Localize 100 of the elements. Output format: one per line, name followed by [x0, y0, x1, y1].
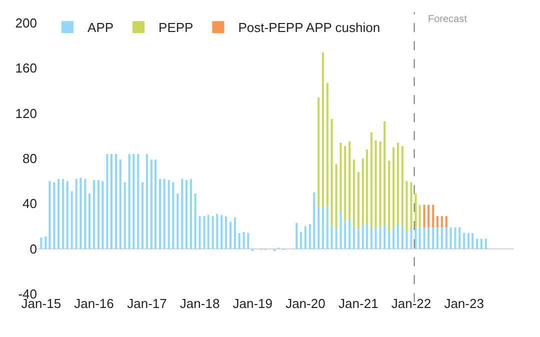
y-tick-label: 80 [22, 151, 37, 166]
bar [318, 98, 320, 206]
bar [220, 214, 223, 249]
bar [428, 227, 430, 249]
bar [357, 230, 360, 249]
bar [150, 160, 152, 249]
bar [401, 226, 404, 249]
bar [340, 142, 342, 212]
bar [436, 227, 438, 249]
bar [322, 207, 324, 249]
bar [234, 217, 236, 249]
bar [458, 227, 461, 249]
bar [418, 227, 421, 249]
bar [124, 182, 126, 249]
bar [53, 182, 56, 249]
bar [484, 238, 487, 249]
bar [362, 225, 364, 249]
legend-label: APP [88, 20, 114, 36]
bar [401, 146, 404, 226]
bar [423, 227, 426, 249]
y-tick-label: 120 [15, 106, 37, 121]
bar [406, 232, 408, 249]
bar [384, 225, 386, 249]
bar [344, 146, 346, 222]
bar [418, 204, 421, 228]
bar [410, 182, 412, 229]
bar [163, 178, 166, 249]
bar [352, 226, 355, 249]
bar [158, 178, 162, 249]
bar [357, 172, 360, 230]
x-tick-label: Jan-21 [338, 296, 378, 311]
bar [62, 178, 64, 249]
bar [198, 216, 201, 249]
bar [423, 204, 426, 228]
bar [229, 222, 232, 249]
bar [242, 232, 245, 249]
bar [340, 212, 342, 249]
bar [146, 154, 148, 249]
bar [66, 181, 68, 249]
bar [362, 158, 364, 226]
bar [110, 154, 113, 249]
bar [440, 227, 443, 249]
bar [463, 233, 466, 249]
bar [379, 226, 382, 249]
bar [410, 228, 412, 249]
bar [97, 180, 100, 249]
bar [172, 182, 174, 249]
bar [137, 154, 140, 249]
bar [80, 178, 82, 249]
bar [75, 178, 78, 249]
bar [40, 238, 42, 249]
bar [352, 160, 355, 226]
bar [396, 224, 399, 249]
bar [313, 192, 316, 249]
y-tick-label: 0 [30, 241, 37, 256]
bar [450, 227, 452, 249]
legend-label: PEPP [158, 20, 194, 36]
y-tick-label: 160 [15, 60, 37, 76]
bar [128, 154, 130, 249]
bar [93, 180, 96, 249]
y-tick-label: 40 [22, 196, 37, 212]
bar [296, 222, 298, 249]
bar [318, 206, 320, 249]
bar [84, 178, 86, 249]
ref-line-label: Forecast [428, 14, 468, 25]
bar [114, 154, 118, 249]
bar [154, 160, 157, 249]
bar [247, 233, 250, 249]
bar [476, 238, 478, 249]
bar [445, 216, 448, 228]
x-tick-label: Jan-16 [74, 296, 114, 311]
bar [322, 52, 324, 208]
bar [181, 178, 184, 249]
bar [370, 132, 372, 229]
bar [70, 191, 73, 249]
bar [88, 194, 91, 249]
bar [141, 182, 144, 249]
bar [392, 147, 395, 228]
bar [472, 233, 474, 249]
bar [432, 227, 434, 249]
bar [428, 204, 430, 228]
bar [58, 178, 60, 249]
bar [326, 82, 328, 206]
bar [132, 154, 135, 249]
bar [445, 227, 448, 249]
bar [348, 218, 351, 249]
bar [335, 164, 338, 229]
bar [440, 216, 443, 228]
legend-label: Post-PEPP APP cushion [238, 20, 380, 36]
bar [348, 142, 351, 218]
x-tick-label: Jan-22 [391, 296, 432, 311]
bar [384, 121, 386, 226]
bar [406, 181, 408, 232]
bar [190, 178, 192, 249]
bar [388, 230, 390, 249]
bar [176, 194, 179, 249]
bar [304, 226, 306, 249]
bar [48, 181, 51, 249]
bar [106, 154, 108, 249]
bar [330, 226, 333, 249]
